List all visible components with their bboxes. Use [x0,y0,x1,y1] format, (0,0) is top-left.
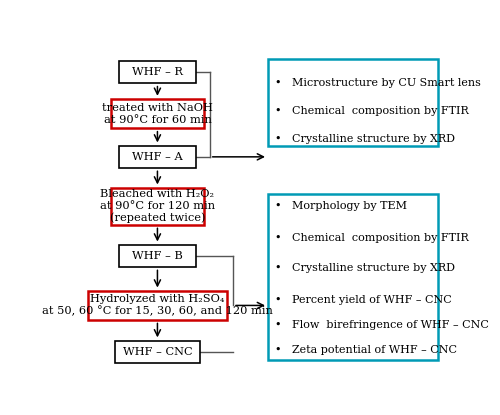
Text: Bleached with H₂O₂
at 90°C for 120 min
(repeated twice): Bleached with H₂O₂ at 90°C for 120 min (… [100,189,215,223]
FancyBboxPatch shape [268,59,438,146]
FancyBboxPatch shape [111,188,204,225]
Text: •   Percent yield of WHF – CNC: • Percent yield of WHF – CNC [275,295,452,305]
Text: •   Crystalline structure by XRD: • Crystalline structure by XRD [275,134,455,144]
FancyBboxPatch shape [88,291,227,320]
Text: WHF – R: WHF – R [132,67,183,77]
Text: •   Chemical  composition by FTIR: • Chemical composition by FTIR [275,233,468,243]
Text: •   Morphology by TEM: • Morphology by TEM [275,201,407,211]
FancyBboxPatch shape [118,245,196,267]
Text: •   Microstructure by CU Smart lens: • Microstructure by CU Smart lens [275,78,480,88]
Text: •   Zeta potential of WHF – CNC: • Zeta potential of WHF – CNC [275,344,457,354]
FancyBboxPatch shape [268,193,438,360]
Text: WHF – CNC: WHF – CNC [122,347,192,357]
FancyBboxPatch shape [115,341,200,363]
Text: treated with NaOH
at 90°C for 60 min: treated with NaOH at 90°C for 60 min [102,103,213,124]
FancyBboxPatch shape [118,61,196,83]
Text: •   Crystalline structure by XRD: • Crystalline structure by XRD [275,264,455,273]
Text: WHF – A: WHF – A [132,152,183,162]
Text: •   Flow  birefringence of WHF – CNC: • Flow birefringence of WHF – CNC [275,320,488,330]
FancyBboxPatch shape [111,99,204,128]
FancyBboxPatch shape [118,146,196,168]
Text: Hydrolyzed with H₂SO₄
at 50, 60 °C for 15, 30, 60, and 120 min: Hydrolyzed with H₂SO₄ at 50, 60 °C for 1… [42,294,273,317]
Text: •   Chemical  composition by FTIR: • Chemical composition by FTIR [275,106,468,116]
Text: WHF – B: WHF – B [132,251,183,261]
